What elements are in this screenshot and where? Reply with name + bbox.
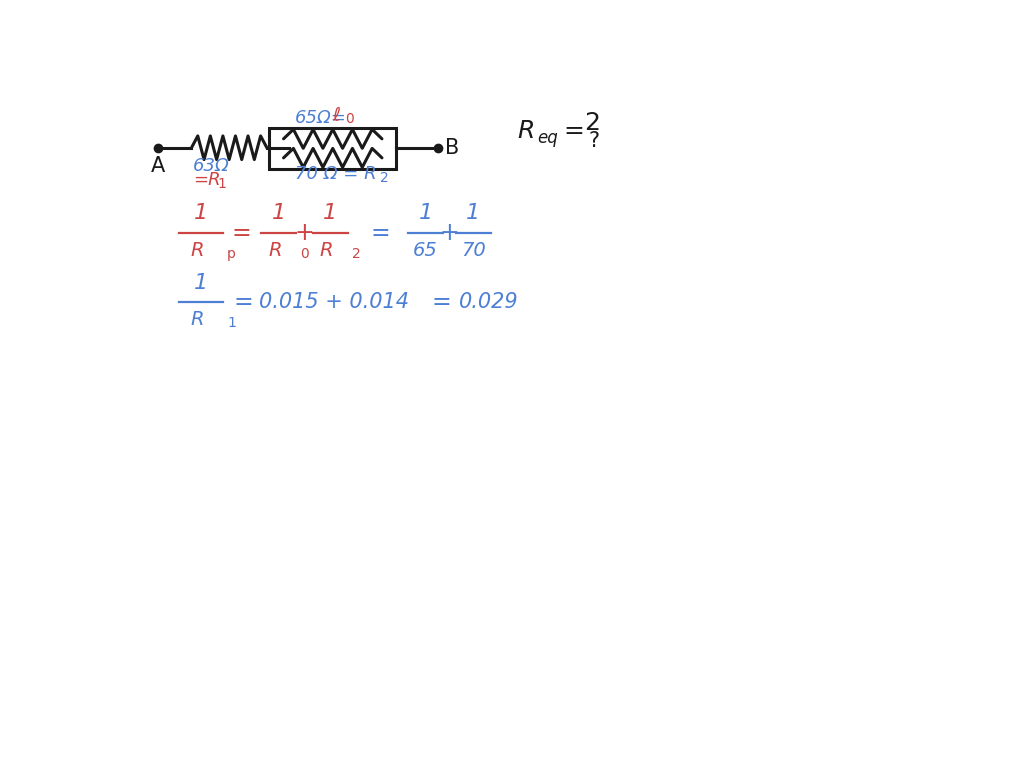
- Text: 65Ω=: 65Ω=: [295, 108, 346, 127]
- Text: R: R: [517, 118, 535, 143]
- Text: ℓ: ℓ: [332, 106, 340, 125]
- Text: +: +: [439, 221, 460, 245]
- Text: 0.015 + 0.014: 0.015 + 0.014: [259, 292, 410, 312]
- Text: 2: 2: [380, 171, 389, 185]
- Text: 65: 65: [414, 241, 438, 260]
- Text: 1: 1: [194, 204, 208, 223]
- Text: R: R: [190, 241, 204, 260]
- Text: =: =: [563, 119, 584, 143]
- Text: 1: 1: [271, 204, 286, 223]
- Text: A: A: [151, 156, 165, 176]
- Text: eq: eq: [538, 129, 558, 147]
- Text: +: +: [294, 221, 314, 245]
- Text: 0: 0: [345, 112, 354, 127]
- Text: 70 Ω = R: 70 Ω = R: [295, 165, 376, 183]
- Text: 1: 1: [218, 177, 226, 190]
- Text: R: R: [268, 241, 282, 260]
- Text: =: =: [231, 221, 251, 245]
- Text: 0.029: 0.029: [460, 292, 519, 312]
- Text: =: =: [431, 290, 452, 314]
- Text: 1: 1: [419, 204, 433, 223]
- Text: =R: =R: [194, 170, 221, 189]
- Text: 70: 70: [461, 241, 485, 260]
- Text: ?: ?: [588, 131, 599, 151]
- Bar: [269, 127, 396, 169]
- Text: R: R: [319, 241, 333, 260]
- Text: =: =: [233, 290, 253, 314]
- Text: 1: 1: [466, 204, 480, 223]
- Text: 0: 0: [300, 247, 309, 260]
- Text: 1: 1: [324, 204, 338, 223]
- Text: =: =: [371, 221, 390, 245]
- Text: R: R: [190, 310, 204, 329]
- Text: 2: 2: [585, 111, 600, 135]
- Text: 2: 2: [352, 247, 360, 260]
- Text: p: p: [227, 247, 237, 260]
- Text: 1: 1: [227, 316, 237, 329]
- Text: B: B: [445, 137, 460, 157]
- Text: 1: 1: [194, 273, 208, 293]
- Text: 63Ω: 63Ω: [194, 157, 229, 175]
